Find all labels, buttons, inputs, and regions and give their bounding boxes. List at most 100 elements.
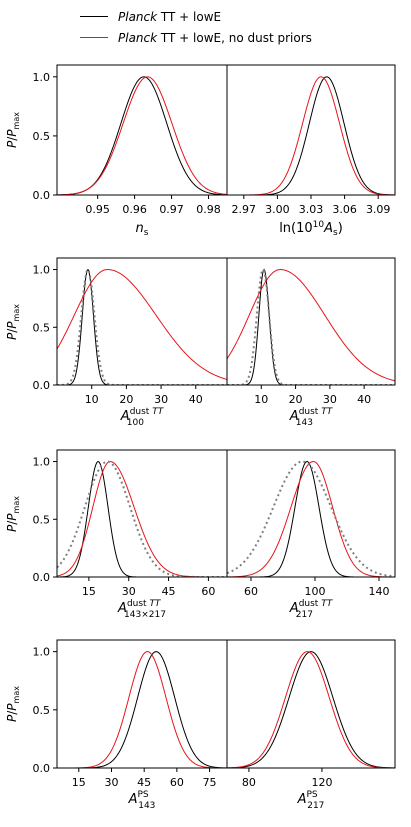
x-axis-label: Adust TT 217 [289, 599, 334, 620]
axes-frame [56, 64, 228, 196]
x-axis-label: ns [136, 221, 149, 238]
y-tick-label: 1.0 [33, 264, 51, 277]
series-line-dotted-gray [57, 460, 227, 577]
series-line-red [227, 651, 395, 768]
x-tick-label: 75 [203, 776, 217, 789]
legend-swatch-red [80, 37, 108, 38]
x-axis-label: Adust TT 143 [289, 407, 334, 428]
x-tick-label: 30 [122, 585, 136, 598]
x-tick-label: 120 [311, 776, 332, 789]
x-tick-label: 2.97 [232, 203, 257, 216]
panel-r3c1: 15 30 45 60 0.0 0.5 1.0 Adust TT 143×217 [33, 449, 228, 620]
svg-text:P/Pmax: P/Pmax [5, 496, 21, 532]
series-line-red [57, 461, 227, 577]
axes-frame [56, 639, 228, 769]
x-tick-label: 40 [357, 393, 371, 406]
y-axis-label: P/Pmax [5, 304, 21, 340]
x-tick-label: 0.95 [85, 203, 110, 216]
series-line-black [57, 76, 227, 195]
series-line-dotted-gray [227, 460, 395, 577]
axes-frame [226, 257, 396, 386]
series-line-black [57, 651, 227, 768]
y-tick-label: 0.0 [33, 762, 51, 775]
y-axis-label: P/Pmax [5, 112, 21, 148]
series-line-black [227, 268, 395, 385]
x-axis-label: ln(1010As) [279, 220, 343, 238]
panel-r4c1: 15 30 45 60 75 0.0 0.5 1.0 APS 143 [33, 639, 228, 811]
x-tick-label: 15 [82, 585, 96, 598]
x-axis-label: APS 143 [128, 790, 156, 811]
x-tick-label: 10 [254, 393, 268, 406]
x-tick-label: 30 [154, 393, 168, 406]
x-axis-label: Adust TT 143×217 [117, 599, 166, 620]
y-axis-label: P/Pmax [5, 496, 21, 532]
x-tick-label: 3.09 [366, 203, 391, 216]
y-tick-label: 0.5 [33, 130, 51, 143]
x-tick-label: 30 [323, 393, 337, 406]
svg-text:P/Pmax: P/Pmax [5, 686, 21, 722]
x-tick-label: 3.00 [265, 203, 290, 216]
legend-swatch-black [80, 16, 108, 17]
y-tick-label: 0.5 [33, 704, 51, 717]
series-line-dotted-gray [227, 268, 395, 385]
y-tick-label: 0.0 [33, 379, 51, 392]
series-line-red [57, 269, 227, 380]
series-line-red [57, 651, 227, 768]
x-tick-label: 15 [72, 776, 86, 789]
legend-label-italic: Planck [118, 30, 158, 45]
x-tick-label: 10 [85, 393, 99, 406]
x-tick-label: 3.06 [332, 203, 357, 216]
y-tick-label: 1.0 [33, 646, 51, 659]
svg-text:P/Pmax: P/Pmax [5, 112, 21, 148]
panel-r1c2: 2.97 3.00 3.03 3.06 3.09 ln(1010As) [226, 64, 396, 238]
axes-frame [226, 639, 396, 769]
series-line-red [57, 76, 227, 195]
series-line-black [227, 651, 395, 768]
y-tick-label: 0.5 [33, 321, 51, 334]
x-tick-label: 20 [289, 393, 303, 406]
x-tick-label: 140 [369, 585, 390, 598]
series-line-black [227, 461, 395, 577]
legend-label-italic: Planck [118, 9, 158, 24]
x-tick-label: 60 [244, 585, 258, 598]
series-line-red [227, 269, 395, 382]
y-tick-label: 0.0 [33, 189, 51, 202]
y-tick-label: 0.0 [33, 571, 51, 584]
x-tick-label: 20 [119, 393, 133, 406]
x-tick-label: 0.98 [196, 203, 221, 216]
axes-frame [56, 257, 228, 386]
x-tick-label: 0.96 [122, 203, 147, 216]
y-tick-label: 0.5 [33, 513, 51, 526]
x-tick-label: 40 [189, 393, 203, 406]
x-tick-label: 3.03 [299, 203, 324, 216]
legend-entry-black: Planck TT + lowE [80, 6, 312, 27]
x-tick-label: 60 [170, 776, 184, 789]
x-tick-label: 45 [162, 585, 176, 598]
series-line-red [227, 76, 395, 195]
panel-r2c2: 10 20 30 40 Adust TT 143 [226, 257, 396, 428]
legend-label-rest: TT + lowE, no dust priors [157, 30, 312, 45]
legend: Planck TT + lowE Planck TT + lowE, no du… [80, 6, 312, 48]
x-axis-label: Adust TT 100 [120, 407, 165, 428]
panel-r3c2: 60 100 140 Adust TT 217 [226, 449, 396, 620]
x-tick-label: 80 [242, 776, 256, 789]
y-axis-label: P/Pmax [5, 686, 21, 722]
panel-r2c1: 10 20 30 40 0.0 0.5 1.0 Adust TT 100 [33, 257, 228, 428]
x-tick-label: 60 [201, 585, 215, 598]
axes-frame [226, 64, 396, 196]
legend-entry-red: Planck TT + lowE, no dust priors [80, 27, 312, 48]
legend-label-rest: TT + lowE [157, 9, 222, 24]
x-tick-label: 30 [104, 776, 118, 789]
panel-r1c1: 0.95 0.96 0.97 0.98 0.0 0.5 1.0 ns [33, 64, 228, 238]
x-tick-label: 100 [305, 585, 326, 598]
series-line-red [227, 461, 395, 577]
x-tick-label: 0.97 [159, 203, 184, 216]
svg-text:P/Pmax: P/Pmax [5, 304, 21, 340]
series-line-black [57, 461, 227, 577]
axes-frame [226, 449, 396, 578]
y-tick-label: 1.0 [33, 456, 51, 469]
x-axis-label: APS 217 [297, 790, 325, 811]
x-tick-label: 45 [137, 776, 151, 789]
